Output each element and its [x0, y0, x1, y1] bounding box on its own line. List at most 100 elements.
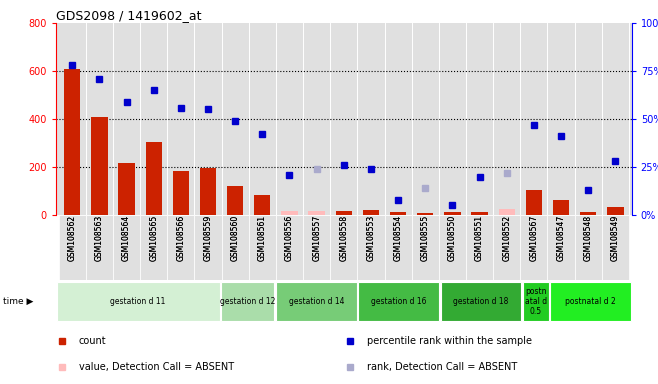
Bar — [57, 282, 220, 321]
Text: GSM108550: GSM108550 — [448, 215, 457, 261]
Bar — [574, 215, 602, 280]
Text: rank, Detection Call = ABSENT: rank, Detection Call = ABSENT — [367, 362, 517, 372]
Bar — [59, 215, 86, 280]
Bar — [384, 215, 412, 280]
Text: GSM108550: GSM108550 — [448, 215, 457, 261]
Text: GSM108555: GSM108555 — [420, 215, 430, 261]
Text: GSM108553: GSM108553 — [367, 215, 376, 261]
Text: gestation d 16: gestation d 16 — [371, 297, 426, 306]
Bar — [249, 215, 276, 280]
Bar — [523, 282, 549, 321]
Bar — [359, 282, 439, 321]
Text: GSM108557: GSM108557 — [312, 215, 321, 261]
Text: GSM108558: GSM108558 — [340, 215, 348, 261]
Bar — [91, 117, 107, 215]
Text: value, Detection Call = ABSENT: value, Detection Call = ABSENT — [79, 362, 234, 372]
Bar — [64, 69, 80, 215]
Bar — [118, 164, 135, 215]
Bar — [336, 211, 352, 215]
Bar — [227, 186, 243, 215]
Bar — [145, 142, 162, 215]
Text: GSM108548: GSM108548 — [584, 215, 593, 261]
Bar — [140, 215, 167, 280]
Bar — [303, 215, 330, 280]
Bar — [222, 215, 249, 280]
Text: count: count — [79, 336, 107, 346]
Text: GSM108560: GSM108560 — [231, 215, 240, 261]
Bar — [194, 215, 222, 280]
Text: GSM108553: GSM108553 — [367, 215, 376, 261]
Bar — [526, 190, 542, 215]
Bar — [494, 215, 520, 280]
Text: GSM108559: GSM108559 — [203, 215, 213, 261]
Bar — [444, 212, 461, 215]
Text: GSM108561: GSM108561 — [258, 215, 267, 261]
Bar — [200, 168, 216, 215]
Bar — [499, 209, 515, 215]
Text: GSM108557: GSM108557 — [312, 215, 321, 261]
Text: GSM108551: GSM108551 — [475, 215, 484, 261]
Text: gestation d 18: gestation d 18 — [453, 297, 509, 306]
Text: GSM108549: GSM108549 — [611, 215, 620, 261]
Bar — [439, 215, 466, 280]
Bar — [330, 215, 357, 280]
Bar — [466, 215, 494, 280]
Text: GSM108563: GSM108563 — [95, 215, 104, 261]
Text: gestation d 14: gestation d 14 — [289, 297, 344, 306]
Text: gestation d 11: gestation d 11 — [111, 297, 166, 306]
Bar — [282, 212, 297, 215]
Bar — [309, 212, 325, 215]
Text: postnatal d 2: postnatal d 2 — [565, 297, 616, 306]
Bar — [580, 212, 596, 215]
Bar — [471, 212, 488, 215]
Bar — [276, 282, 357, 321]
Text: GSM108549: GSM108549 — [611, 215, 620, 261]
Bar — [167, 215, 194, 280]
Bar — [113, 215, 140, 280]
Text: GSM108564: GSM108564 — [122, 215, 131, 261]
Text: GSM108561: GSM108561 — [258, 215, 267, 261]
Text: GSM108565: GSM108565 — [149, 215, 158, 261]
Text: GSM108556: GSM108556 — [285, 215, 294, 261]
Bar — [363, 210, 379, 215]
Text: GSM108552: GSM108552 — [502, 215, 511, 261]
Text: GSM108552: GSM108552 — [502, 215, 511, 261]
Text: GSM108567: GSM108567 — [530, 215, 538, 261]
Text: GSM108567: GSM108567 — [530, 215, 538, 261]
Bar — [172, 171, 189, 215]
Bar — [276, 215, 303, 280]
Text: GSM108556: GSM108556 — [285, 215, 294, 261]
Bar — [553, 200, 569, 215]
Bar — [417, 213, 434, 215]
Text: GSM108565: GSM108565 — [149, 215, 158, 261]
Text: percentile rank within the sample: percentile rank within the sample — [367, 336, 532, 346]
Bar — [547, 215, 574, 280]
Text: GSM108554: GSM108554 — [393, 215, 403, 261]
Text: GSM108558: GSM108558 — [340, 215, 348, 261]
Bar — [520, 215, 547, 280]
Text: gestation d 12: gestation d 12 — [220, 297, 276, 306]
Text: GSM108551: GSM108551 — [475, 215, 484, 261]
Text: GSM108554: GSM108554 — [393, 215, 403, 261]
Text: GSM108563: GSM108563 — [95, 215, 104, 261]
Text: GSM108548: GSM108548 — [584, 215, 593, 261]
Text: GSM108566: GSM108566 — [176, 215, 186, 261]
Bar — [550, 282, 631, 321]
Bar — [357, 215, 384, 280]
Bar — [602, 215, 629, 280]
Bar — [254, 195, 270, 215]
Bar — [412, 215, 439, 280]
Bar — [607, 207, 624, 215]
Text: GSM108562: GSM108562 — [68, 215, 77, 261]
Text: time ▶: time ▶ — [3, 297, 34, 306]
Bar — [86, 215, 113, 280]
Text: GDS2098 / 1419602_at: GDS2098 / 1419602_at — [56, 9, 201, 22]
Text: GSM108560: GSM108560 — [231, 215, 240, 261]
Text: GSM108559: GSM108559 — [203, 215, 213, 261]
Text: GSM108562: GSM108562 — [68, 215, 77, 261]
Bar — [441, 282, 521, 321]
Text: GSM108555: GSM108555 — [420, 215, 430, 261]
Text: GSM108547: GSM108547 — [557, 215, 566, 261]
Text: GSM108564: GSM108564 — [122, 215, 131, 261]
Text: postn
atal d
0.5: postn atal d 0.5 — [524, 286, 547, 316]
